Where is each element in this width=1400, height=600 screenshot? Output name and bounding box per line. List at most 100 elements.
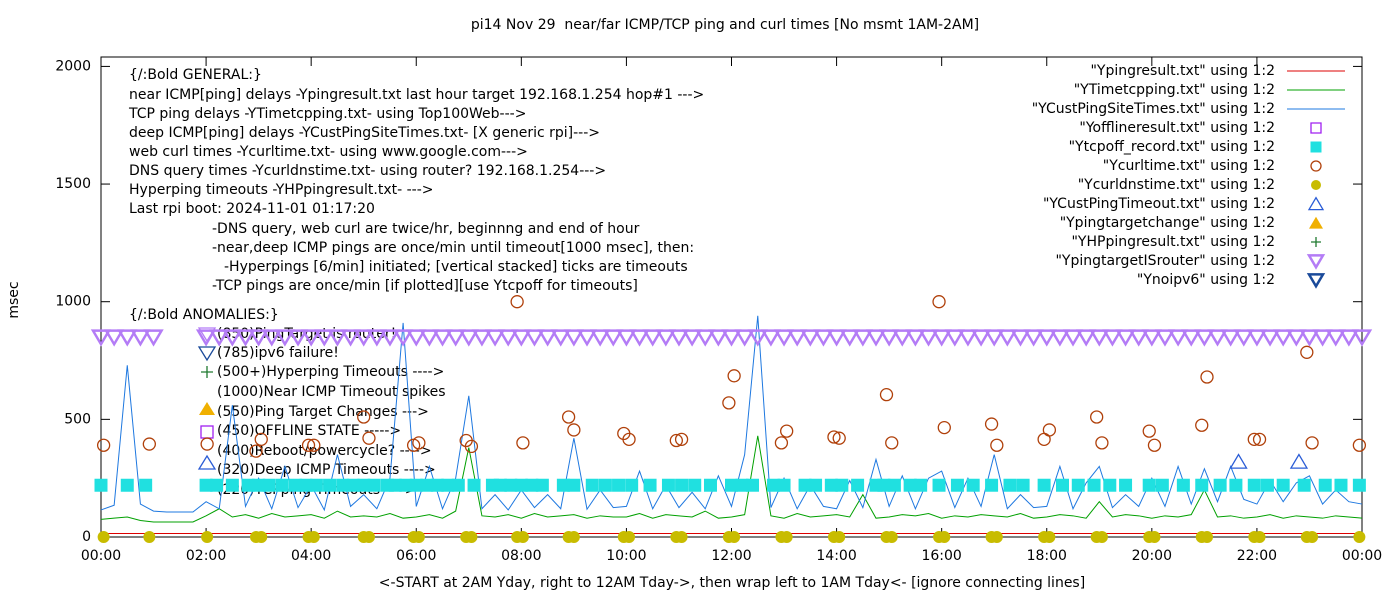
data-point [603,329,624,347]
data-point [1253,531,1266,543]
data-point [780,531,793,543]
data-point [777,478,791,492]
data-point [1229,453,1248,469]
data-point [681,329,703,347]
data-point [1312,329,1333,347]
data-point [254,432,268,446]
data-point [117,329,138,347]
legend-label: "Ypingresult.txt" using 1:2 [1090,63,1275,79]
data-point [1246,329,1268,347]
data-point [1247,478,1261,492]
data-point [727,369,741,383]
annotation: -near,deep ICMP pings are once/min until… [212,240,694,256]
annotation: -Hyperpings [6/min] initiated; [vertical… [224,259,688,275]
data-point [287,329,309,347]
data-point [362,431,376,445]
data-point [1352,438,1367,452]
data-point [432,329,453,347]
data-point [1176,478,1190,492]
data-point [1089,329,1110,347]
annotation: (400)Reboot/powercycle? ----> [217,443,432,459]
data-point [524,329,545,347]
data-point [309,478,323,492]
data-point [937,420,951,435]
annotation: (550)Ping Target Changes ---> [217,404,429,420]
data-point [235,329,256,347]
data-point [905,329,926,347]
data-point [484,329,506,347]
data-point [467,478,481,492]
data-point [563,329,585,347]
data-point [809,478,823,492]
data-point [669,433,683,448]
data-point [1016,478,1030,492]
data-point [1036,329,1057,347]
data-point [200,437,214,451]
data-point [585,478,599,492]
data-point [1351,329,1373,347]
plot-area [90,295,1373,543]
legend-label: "YTimetcpping.txt" using 1:2 [1074,82,1275,98]
data-point [248,329,269,347]
data-point [199,478,213,492]
data-point [357,410,371,424]
data-point [655,329,677,347]
legend-label: "Ypingtargetchange" using 1:2 [1060,215,1275,231]
x-axis-label: <-START at 2AM Yday, right to 12AM Tday-… [379,575,1085,591]
data-point [357,478,371,492]
x-tick-label: 22:00 [1237,548,1277,564]
data-point [261,329,282,347]
legend-key [1310,141,1322,153]
data-point [336,478,350,492]
legend-key [1306,273,1326,289]
data-point [1056,478,1070,492]
x-tick-label: 00:00 [81,548,121,564]
legend-label: "YCustPingSiteTimes.txt" using 1:2 [1032,101,1275,117]
x-tick-label: 08:00 [501,548,541,564]
data-point [1003,478,1017,492]
data-point [516,531,529,543]
data-point [209,329,230,347]
x-tick-label: 10:00 [606,548,646,564]
annotation: (450)OFFLINE STATE -----> [217,423,401,439]
data-point [984,417,999,431]
data-point [323,478,337,492]
x-tick-label: 06:00 [396,548,436,564]
data-point [892,329,913,347]
x-tick-label: 00:00 [1342,548,1382,564]
legend-label: "YCustPingTimeout.txt" using 1:2 [1043,196,1275,212]
annotation: {/:Bold ANOMALIES:} [129,307,279,323]
data-point [210,478,224,492]
data-point [1305,436,1319,450]
data-point [1095,436,1109,450]
data-point [703,478,717,492]
data-point [327,329,348,347]
data-point [412,436,426,450]
annotation: (320)Deep ICMP Timeouts ----> [217,462,436,478]
data-point [747,329,768,347]
data-point [139,478,153,492]
data-point [195,329,217,347]
data-point [1201,531,1214,543]
data-point [1128,329,1149,347]
data-point [412,531,425,543]
data-point [241,478,255,492]
data-point [1259,329,1281,347]
data-point [1338,329,1360,347]
data-point [103,329,125,347]
data-point [419,329,440,347]
data-point [1195,418,1209,432]
data-point [130,329,151,347]
data-point [362,531,375,543]
x-tick-label: 02:00 [186,548,226,564]
data-point [1318,478,1332,492]
data-point [728,531,741,543]
annotation-icon [199,402,215,415]
data-point [944,329,965,347]
data-point [1119,478,1133,492]
data-point [708,329,729,347]
data-point [877,478,891,492]
data-point [300,329,322,347]
data-point [525,478,539,492]
